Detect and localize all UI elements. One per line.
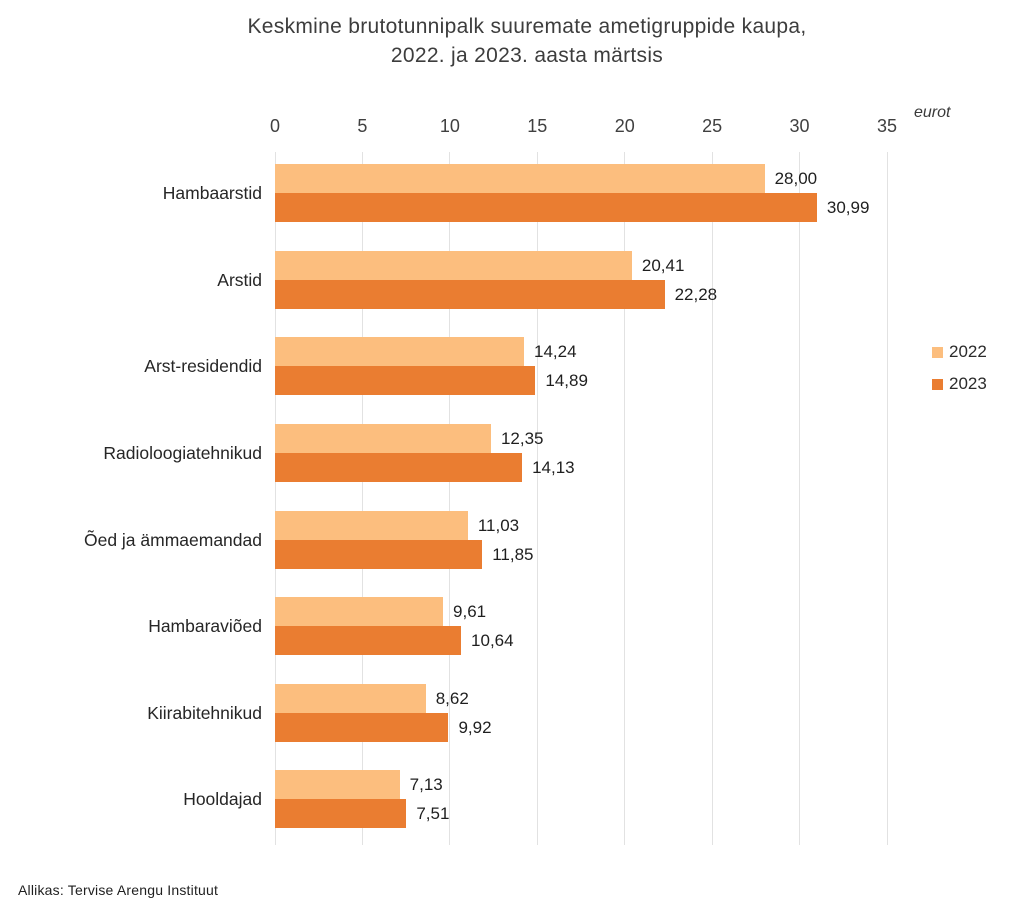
bar-2023 [275,799,407,829]
bar-value-label-2022: 20,41 [641,255,685,275]
gridline-x-30 [799,152,801,845]
category-label: Õed ja ämmaemandad [83,529,262,550]
axis-unit-label: eurot [914,104,951,121]
bar-2022 [275,250,632,280]
bar-value-label-2023: 22,28 [674,284,718,304]
chart-title-line1: Keskmine brutotunnipalk suuremate ametig… [247,15,807,38]
bar-value-label-2022: 11,03 [477,515,520,535]
bar-2023 [275,366,536,396]
gridline-x-15 [536,152,538,845]
bar-2023 [275,626,462,656]
bar-value-label-2022: 14,24 [533,342,577,362]
bar-value-label-2023: 10,64 [471,631,514,651]
bar-value-label-2023: 9,92 [458,717,492,737]
gridline-x-5 [361,152,363,845]
legend-label-2022: 2022 [949,342,987,361]
gridline-x-0 [274,152,276,845]
bar-2022 [275,683,426,713]
bar-2023 [275,452,523,482]
x-tick-label-10: 10 [439,116,460,136]
bar-2023 [275,279,665,309]
x-tick-label-25: 25 [702,116,723,136]
bar-2023 [275,539,483,569]
x-tick-label-20: 20 [614,116,635,136]
x-tick-label-35: 35 [876,116,898,136]
bar-value-label-2022: 28,00 [774,169,818,188]
bar-value-label-2022: 8,62 [435,688,469,708]
bar-value-label-2023: 14,89 [545,371,588,391]
bar-value-label-2022: 12,35 [500,428,544,448]
bar-2022 [275,423,491,453]
bar-value-label-2023: 7,51 [416,804,450,824]
bar-value-label-2023: 14,13 [532,457,575,477]
x-tick-label-15: 15 [527,116,548,136]
category-label: Radioloogiatehnikud [103,442,262,463]
legend: 2022 2023 [932,342,987,407]
gridline-x-35 [886,152,888,845]
legend-item-2023: 2023 [932,374,987,393]
category-label: Arst-residendid [144,356,262,377]
plot-area: 28,00 30,99 20,41 22,28 14,24 14,89 12,35 14,13… [274,152,888,845]
bar-2022 [275,337,524,367]
gridline-x-10 [449,152,451,845]
bar-2022 [275,770,400,800]
bar-value-label-2022: 9,61 [453,602,487,622]
category-label: Arstid [217,269,262,290]
category-label: Kiirabitehnikud [147,702,262,723]
gridline-x-20 [624,152,626,845]
legend-swatch-2023 [932,378,943,390]
legend-swatch-2022 [932,346,943,358]
chart-title: Keskmine brutotunnipalk suuremate ametig… [15,12,1024,70]
bar-2023 [275,712,449,742]
source-note: Allikas: Tervise Arengu Instituut [18,882,219,898]
bar-value-label-2023: 30,99 [826,198,870,217]
category-label: Hambaraviõed [148,616,262,637]
legend-item-2022: 2022 [932,342,987,361]
x-tick-label-0: 0 [269,116,280,136]
category-label: Hambaarstid [162,183,262,203]
bar-value-label-2023: 11,85 [492,544,534,564]
category-label: Hooldajad [183,789,262,810]
gridline-x-25 [711,152,713,845]
chart-title-line2: 2022. ja 2023. aasta märtsis [390,44,664,67]
legend-label-2023: 2023 [949,374,987,393]
bar-value-label-2022: 7,13 [409,775,443,795]
x-tick-label-5: 5 [357,116,368,136]
x-tick-label-30: 30 [789,116,810,136]
bar-2022 [275,164,765,193]
bar-2023 [275,193,817,222]
bar-2022 [275,597,444,627]
bar-2022 [275,510,468,540]
